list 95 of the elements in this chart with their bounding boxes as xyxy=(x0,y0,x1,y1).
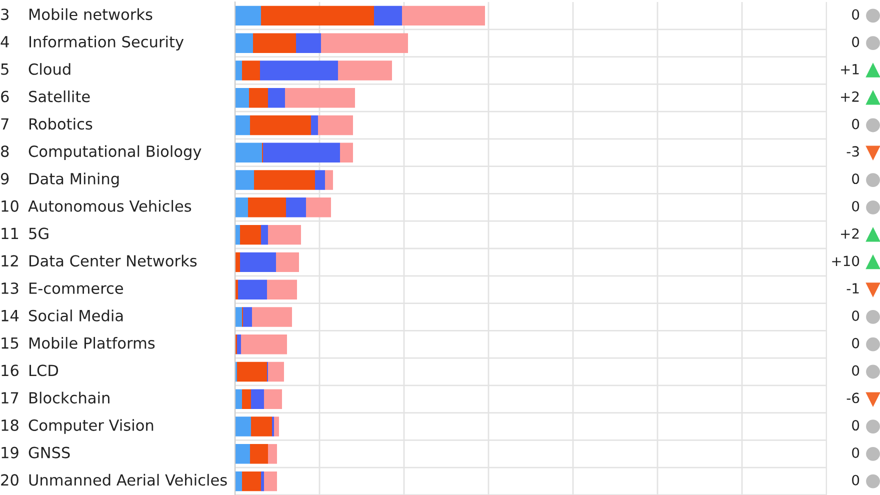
text: 0 xyxy=(852,9,860,20)
bar xyxy=(235,307,242,327)
category-label: 5 Cloud xyxy=(1,63,70,75)
y-tick-label: 13 E-commerce xyxy=(2,282,123,294)
text: 0 xyxy=(852,310,860,321)
bar xyxy=(315,170,325,190)
y-tick-label: 17 Blockchain xyxy=(2,392,110,404)
bar xyxy=(264,389,282,409)
bar xyxy=(235,170,254,190)
bar xyxy=(241,334,287,354)
y-tick-label: 10 Autonomous Vehicles xyxy=(2,200,192,212)
bar xyxy=(249,88,268,108)
bar xyxy=(325,170,333,190)
bar xyxy=(235,471,242,492)
category-label: 3 Mobile networks xyxy=(1,8,152,20)
bar xyxy=(250,444,268,464)
y-tick-label: 19 GNSS xyxy=(2,446,70,458)
bar xyxy=(268,362,284,382)
bar xyxy=(276,252,299,272)
bar xyxy=(248,198,286,218)
text: +2 xyxy=(840,91,859,102)
bar xyxy=(235,60,242,80)
text: +2 xyxy=(840,228,859,239)
text: -1 xyxy=(846,283,859,294)
category-label: 4 Information Security xyxy=(0,36,184,50)
y-tick-label: 11 5G xyxy=(2,228,48,240)
bar xyxy=(374,6,402,26)
bar xyxy=(268,224,301,245)
bar xyxy=(321,33,408,53)
bar xyxy=(251,389,264,409)
bar xyxy=(242,60,260,80)
bar xyxy=(240,252,276,272)
text: 0 xyxy=(852,365,860,376)
bar xyxy=(261,224,268,245)
y-tick-label: 16 LCD xyxy=(2,364,58,376)
bar xyxy=(237,362,267,382)
bar xyxy=(267,280,297,300)
text: 0 xyxy=(852,36,860,48)
bar xyxy=(235,416,251,436)
bar xyxy=(263,142,340,162)
bar xyxy=(242,471,261,492)
bar xyxy=(237,334,241,354)
bar xyxy=(306,198,331,218)
bar xyxy=(235,33,253,53)
bar xyxy=(261,471,264,492)
bar xyxy=(285,88,355,108)
text: 0 xyxy=(852,474,860,486)
bar xyxy=(338,60,392,80)
bar xyxy=(251,416,272,436)
bar xyxy=(235,88,249,108)
bar xyxy=(235,6,261,26)
bar xyxy=(240,224,261,245)
bar xyxy=(340,142,353,162)
bar xyxy=(268,444,277,464)
y-tick-label: 20 Unmanned Aerial Vehicles xyxy=(1,474,227,486)
bar xyxy=(253,33,296,53)
bar xyxy=(235,142,262,162)
bar xyxy=(318,115,353,136)
bar xyxy=(235,389,242,409)
text: -3 xyxy=(846,146,859,157)
bar xyxy=(254,170,315,190)
text: -6 xyxy=(846,392,860,404)
bar xyxy=(235,115,250,136)
category-label: 7 Robotics xyxy=(1,118,92,130)
category-label: 6 Satellite xyxy=(1,90,90,102)
bar xyxy=(235,198,248,218)
bar xyxy=(296,33,321,53)
bar xyxy=(264,471,277,492)
bar xyxy=(311,115,318,136)
bar xyxy=(402,6,485,26)
bar xyxy=(286,198,306,218)
bar xyxy=(274,416,279,436)
y-tick-label: 12 Data Center Networks xyxy=(2,254,197,267)
text: 0 xyxy=(852,420,860,431)
bar xyxy=(268,88,285,108)
text: 0 xyxy=(852,200,860,212)
bar xyxy=(242,389,251,409)
text: +1 xyxy=(840,64,859,74)
text: +10 xyxy=(832,256,860,266)
text: 0 xyxy=(852,118,860,130)
category-label: 8 Computational Biology xyxy=(1,145,202,160)
bar xyxy=(260,60,338,80)
text: 0 xyxy=(852,447,860,458)
bar xyxy=(252,307,292,327)
text: 0 xyxy=(852,338,860,348)
y-tick-label: 14 Social Media xyxy=(2,310,123,322)
bar xyxy=(261,6,374,26)
y-tick-label: 18 Computer Vision xyxy=(2,419,154,434)
bar xyxy=(243,307,252,327)
bar xyxy=(235,444,250,464)
category-label: 9 Data Mining xyxy=(0,172,119,188)
text: 0 xyxy=(852,174,860,184)
bar xyxy=(238,280,267,300)
bar xyxy=(250,115,311,136)
y-tick-label: 15 Mobile Platforms xyxy=(2,336,155,349)
